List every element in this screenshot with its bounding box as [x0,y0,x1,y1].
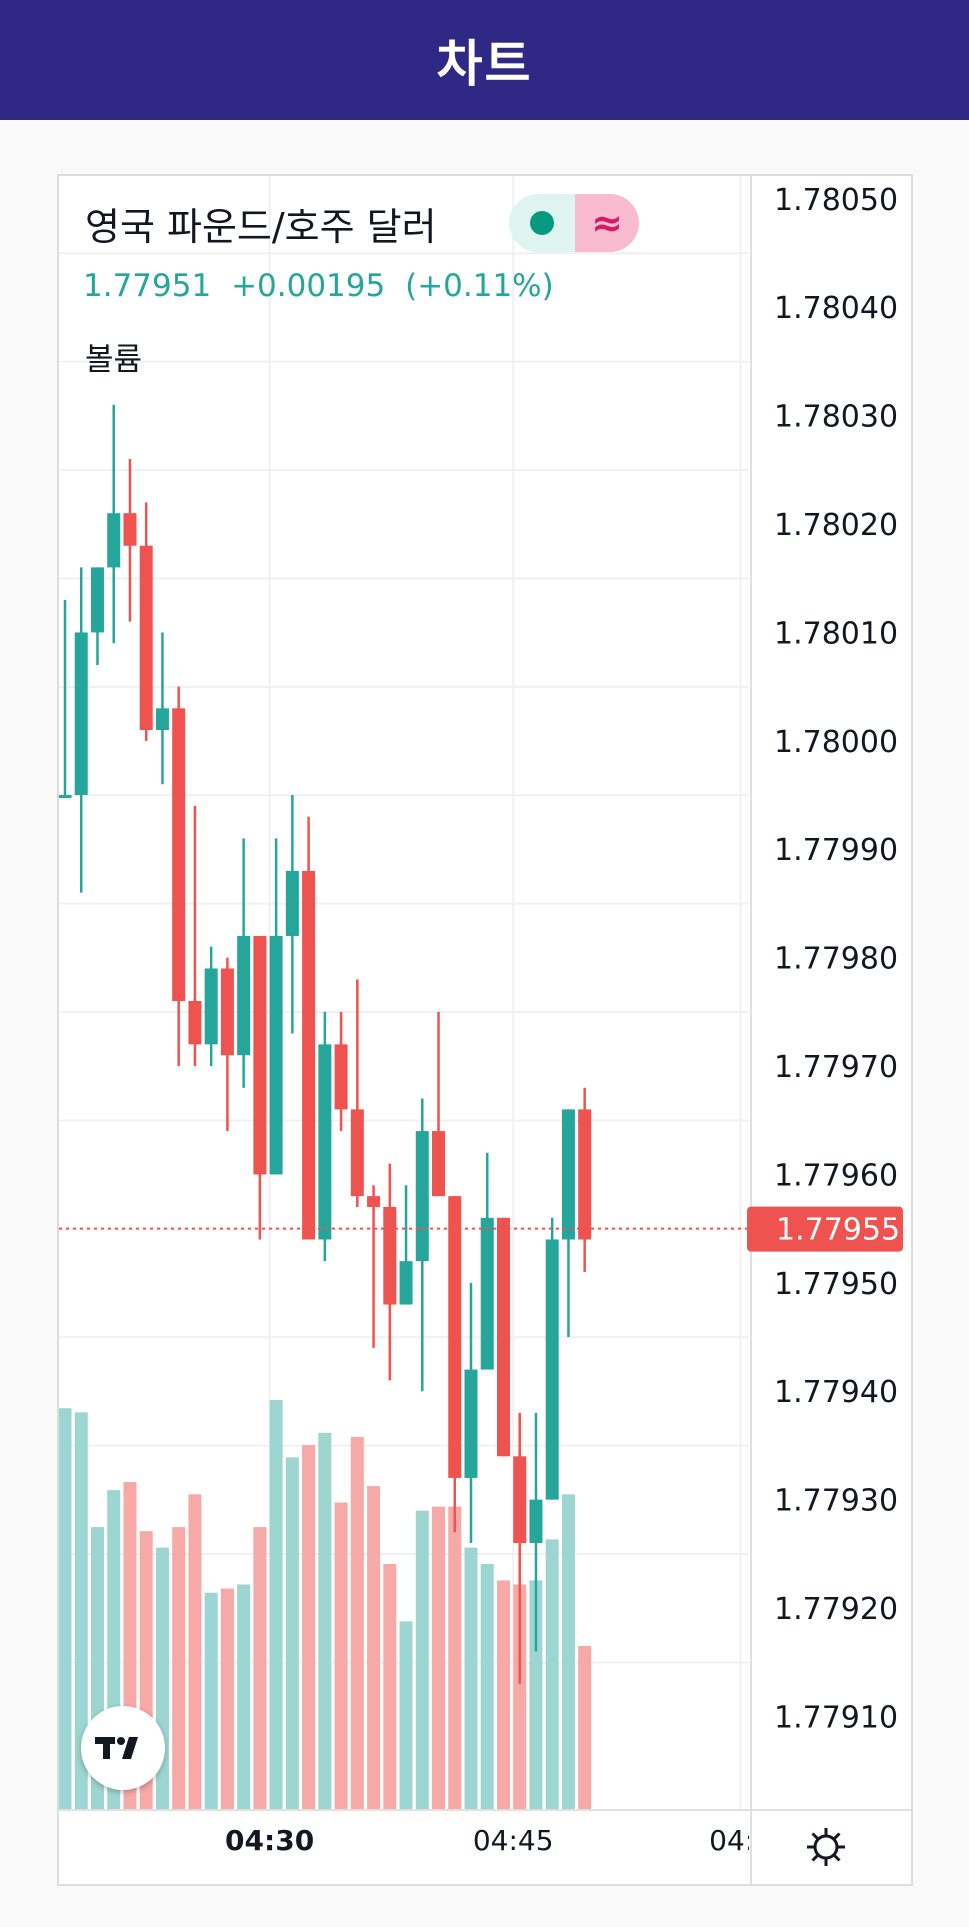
app-header: 차트 [0,0,969,120]
last-price-badge [747,1206,903,1252]
candle-body[interactable] [415,1131,429,1262]
approx-icon[interactable]: ≈ [575,194,639,252]
volume-bar [464,1547,478,1810]
last-price-label: 1.77955 [776,1213,900,1248]
y-tick-label: 1.78030 [774,400,898,435]
volume-bar [415,1510,429,1810]
x-tick-label: 04:45 [473,1824,554,1857]
y-tick-label: 1.77950 [774,1267,898,1302]
volume-bar [285,1457,299,1810]
volume-bar [269,1400,283,1810]
candle-body[interactable] [432,1131,446,1197]
candle-body[interactable] [513,1456,527,1543]
volume-bar [432,1506,446,1810]
candle-body[interactable] [269,935,283,1175]
volume-bar [399,1621,413,1810]
volume-bar [253,1527,267,1810]
candle-body[interactable] [253,935,267,1175]
last-price-value: 1.77951 [83,268,212,304]
y-tick-label: 1.78050 [774,183,898,218]
y-tick-label: 1.78010 [774,616,898,651]
volume-bar [513,1584,527,1810]
volume-bar [480,1564,494,1810]
y-tick-label: 1.78000 [774,725,898,760]
volume-bar [350,1436,364,1810]
market-open-indicator[interactable] [509,194,575,252]
volume-bar [188,1494,202,1810]
candle-body[interactable] [220,968,234,1056]
volume-bar [334,1502,348,1810]
candle-body[interactable] [334,1044,348,1110]
candle-body[interactable] [237,935,251,1056]
candle-body[interactable] [561,1109,575,1240]
candle-body[interactable] [578,1109,592,1240]
chart-widget[interactable]: 1.78050 1.78040 1.78030 1.78020 1.78010 1.780… [57,174,913,1886]
price-change-percent: (+0.11%) [405,268,554,304]
volume-bar [59,1408,72,1810]
volume-bar [172,1527,186,1810]
x-tick-label: 04:30 [225,1824,314,1857]
candle-body[interactable] [318,1044,332,1240]
volume-bar [220,1588,234,1810]
price-change: +0.00195 [231,268,386,304]
tradingview-logo-icon[interactable] [81,1706,165,1790]
candle-body[interactable] [155,708,169,730]
candle-body[interactable] [107,513,121,568]
volume-bar [448,1506,462,1810]
volume-bar [204,1592,218,1810]
candle-body[interactable] [123,513,137,546]
volume-study-label[interactable]: 볼륨 [85,342,143,378]
candle-body[interactable] [448,1196,462,1478]
candle-body[interactable] [496,1217,510,1457]
candle-body[interactable] [188,1001,202,1045]
candle-body[interactable] [480,1217,494,1370]
volume-bar [367,1486,381,1810]
candle-body[interactable] [302,870,316,1240]
volume-bar [318,1432,332,1810]
volume-bar [302,1445,316,1810]
y-tick-label: 1.77970 [774,1050,898,1085]
y-tick-label: 1.77940 [774,1375,898,1410]
y-tick-label: 1.77910 [774,1700,898,1735]
volume-bar [578,1646,592,1810]
candle-body[interactable] [350,1109,364,1197]
candle-body[interactable] [383,1206,397,1305]
candle-body[interactable] [367,1196,381,1207]
candle-body[interactable] [74,632,88,796]
volume-bar [383,1564,397,1810]
volume-bar [237,1584,251,1810]
candle-body[interactable] [172,708,186,1001]
candle-body[interactable] [545,1239,559,1500]
candle-body[interactable] [90,567,104,633]
candle-body[interactable] [139,545,153,730]
volume-bar [529,1580,543,1810]
market-status-pill[interactable]: ≈ [509,194,639,252]
volume-bar [74,1412,88,1810]
candle-body[interactable] [464,1369,478,1478]
symbol-title[interactable]: 영국 파운드/호주 달러 [85,205,437,249]
status-dot-icon [530,211,554,235]
volume-bar [496,1580,510,1810]
gear-icon[interactable] [805,1826,847,1868]
chart-legend: 영국 파운드/호주 달러 [85,196,437,251]
y-tick-label: 1.77920 [774,1592,898,1627]
volume-bar [561,1494,575,1810]
candle-body[interactable] [529,1499,543,1543]
candle-body[interactable] [59,795,72,799]
y-tick-label: 1.77960 [774,1158,898,1193]
y-tick-label: 1.77990 [774,833,898,868]
y-tick-label: 1.77930 [774,1484,898,1519]
candle-body[interactable] [399,1261,413,1305]
candle-body[interactable] [204,968,218,1045]
quote-line: 1.77951 +0.00195 (+0.11%) [83,268,564,304]
y-tick-label: 1.77980 [774,942,898,977]
volume-bar [545,1539,559,1810]
candlestick-chart[interactable]: 1.78050 1.78040 1.78030 1.78020 1.78010 1.780… [59,176,911,1884]
candle-body[interactable] [285,870,299,936]
y-tick-label: 1.78020 [774,508,898,543]
page-title: 차트 [436,35,533,93]
x-tick-label: 04:5 [709,1824,772,1857]
y-tick-label: 1.78040 [774,291,898,326]
